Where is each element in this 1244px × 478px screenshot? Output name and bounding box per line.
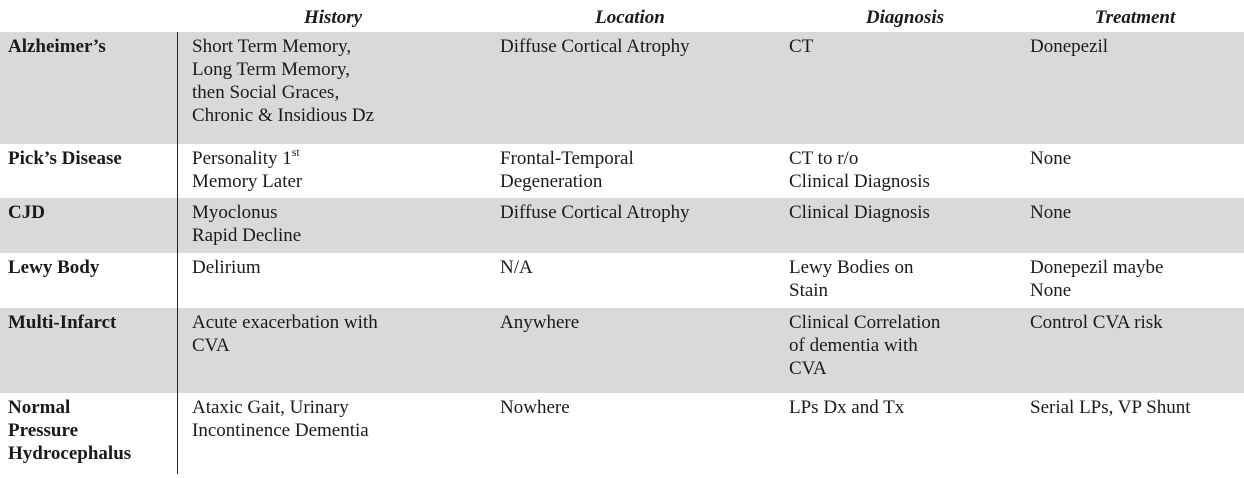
diagnosis-cell: Lewy Bodies on Stain	[789, 257, 914, 301]
diagnosis-cell: Clinical Diagnosis	[789, 202, 930, 223]
disease-name: CJD	[8, 202, 45, 223]
location-cell: Frontal-Temporal Degeneration	[500, 148, 634, 192]
treatment-cell: None	[1030, 202, 1072, 223]
location-cell: Diffuse Cortical Atrophy	[500, 36, 690, 57]
disease-name: Multi-Infarct	[8, 312, 117, 333]
header-row: History Location Diagnosis Treatment	[0, 0, 1244, 32]
diagnosis-cell: CT to r/o Clinical Diagnosis	[789, 148, 930, 192]
header-diagnosis: Diagnosis	[865, 7, 945, 28]
treatment-cell: None	[1030, 148, 1072, 169]
disease-name: Pick’s Disease	[8, 148, 122, 169]
table-row: Pick’s Disease Personality 1st Memory Lat…	[0, 144, 1244, 198]
history-prefix: Personality 1	[192, 148, 292, 169]
table-row: Lewy Body Delirium N/A Lewy Bodies on St…	[0, 253, 1244, 308]
treatment-cell: Donepezil maybe None	[1030, 257, 1164, 301]
diagnosis-cell: CT	[789, 36, 814, 57]
treatment-cell: Donepezil	[1030, 36, 1109, 57]
table-row: CJD Myoclonus Rapid Decline Diffuse Cort…	[0, 198, 1244, 253]
disease-name: Normal Pressure Hydrocephalus	[8, 397, 132, 464]
location-cell: Diffuse Cortical Atrophy	[500, 202, 690, 223]
column-divider	[177, 32, 178, 474]
location-cell: N/A	[500, 257, 533, 278]
header-treatment: Treatment	[1094, 7, 1176, 28]
history-rest: Memory Later	[192, 171, 303, 192]
table-row: Normal Pressure Hydrocephalus Ataxic Gai…	[0, 393, 1244, 478]
history-cell: Acute exacerbation with CVA	[192, 312, 378, 356]
header-history: History	[303, 7, 363, 28]
history-cell: Short Term Memory, Long Term Memory, the…	[192, 36, 375, 126]
table-row: Alzheimer’s Short Term Memory, Long Term…	[0, 32, 1244, 144]
location-cell: Nowhere	[500, 397, 570, 418]
disease-name: Lewy Body	[8, 257, 100, 278]
history-cell: Delirium	[192, 257, 261, 278]
location-cell: Anywhere	[500, 312, 580, 333]
diagnosis-cell: Clinical Correlation of dementia with CV…	[789, 312, 941, 379]
history-cell: Personality 1st Memory Later	[192, 145, 492, 193]
history-superscript: st	[291, 145, 300, 159]
history-cell: Ataxic Gait, Urinary Incontinence Dement…	[192, 397, 369, 441]
table-row: Multi-Infarct Acute exacerbation with CV…	[0, 308, 1244, 393]
diagnosis-cell: LPs Dx and Tx	[789, 397, 905, 418]
history-cell: Myoclonus Rapid Decline	[192, 202, 302, 246]
treatment-cell: Serial LPs, VP Shunt	[1030, 397, 1191, 418]
treatment-cell: Control CVA risk	[1030, 312, 1163, 333]
header-location: Location	[595, 7, 665, 28]
disease-name: Alzheimer’s	[8, 36, 106, 57]
